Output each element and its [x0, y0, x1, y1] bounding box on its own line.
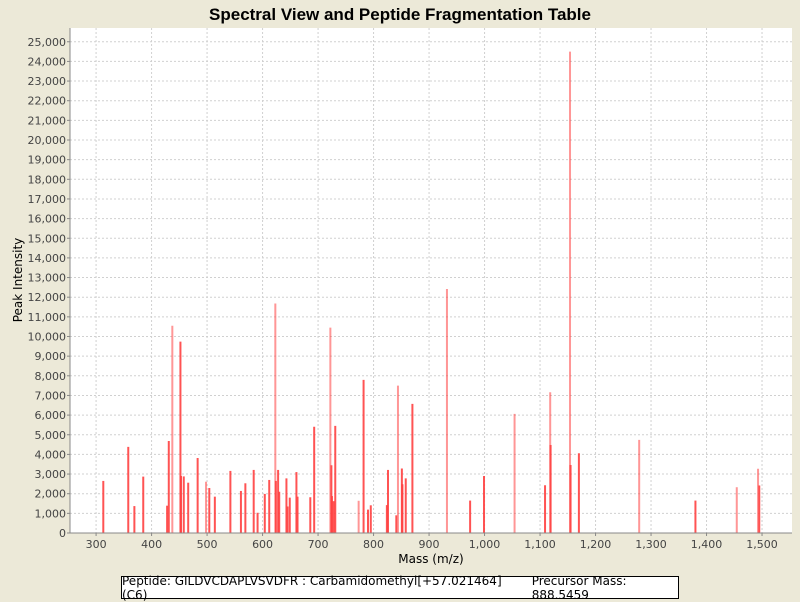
y-tick-label: 16,000: [28, 213, 67, 226]
plot-area: [70, 28, 792, 533]
y-tick-label: 4,000: [35, 448, 67, 461]
peak-bars: [102, 51, 761, 533]
y-tick-label: 17,000: [28, 193, 67, 206]
y-tick-label: 3,000: [35, 468, 67, 481]
y-tick-label: 18,000: [28, 173, 67, 186]
y-tick-label: 9,000: [35, 350, 67, 363]
y-tick-label: 5,000: [35, 429, 67, 442]
x-tick-label: 1,400: [691, 538, 723, 551]
chart-title: Spectral View and Peptide Fragmentation …: [209, 5, 591, 24]
x-tick-label: 1,200: [580, 538, 612, 551]
y-tick-label: 25,000: [28, 36, 67, 49]
y-tick-label: 0: [59, 527, 66, 540]
grid: [70, 28, 792, 534]
x-tick-label: 1,100: [524, 538, 556, 551]
x-tick-label: 700: [308, 538, 329, 551]
x-tick-label: 400: [141, 538, 162, 551]
y-tick-label: 11,000: [28, 311, 67, 324]
y-tick-label: 7,000: [35, 389, 67, 402]
y-tick-label: 6,000: [35, 409, 67, 422]
x-tick-label: 1,500: [746, 538, 778, 551]
y-tick-label: 13,000: [28, 272, 67, 285]
x-tick-label: 500: [197, 538, 218, 551]
y-tick-label: 1,000: [35, 507, 67, 520]
y-tick-label: 15,000: [28, 232, 67, 245]
y-tick-label: 21,000: [28, 114, 67, 127]
legend-box: Peptide: GILDVCDAPLVSVDFR : Carbamidomet…: [121, 573, 679, 602]
x-tick-label: 800: [363, 538, 384, 551]
y-axis-label: Peak Intensity: [11, 238, 25, 323]
y-tick-label: 12,000: [28, 291, 67, 304]
y-tick-label: 8,000: [35, 370, 67, 383]
y-tick-label: 24,000: [28, 55, 67, 68]
y-tick-label: 2,000: [35, 488, 67, 501]
precursor-mass: Precursor Mass: 888.5459: [531, 573, 627, 602]
x-tick-label: 600: [252, 538, 273, 551]
x-tick-label: 300: [86, 538, 107, 551]
x-tick-label: 1,000: [469, 538, 501, 551]
peptide-info: Peptide: GILDVCDAPLVSVDFR : Carbamidomet…: [122, 573, 502, 602]
y-tick-label: 10,000: [28, 331, 67, 344]
x-tick-label: 900: [419, 538, 440, 551]
axes: 0 1,000 2,000 3,000 4,000 5,000 6,000 7,000 8,00…: [28, 28, 792, 551]
y-tick-label: 20,000: [28, 134, 67, 147]
y-tick-label: 23,000: [28, 75, 67, 88]
y-tick-label: 14,000: [28, 252, 67, 265]
x-tick-label: 1,300: [635, 538, 667, 551]
y-tick-label: 22,000: [28, 95, 67, 108]
y-tick-label: 19,000: [28, 154, 67, 167]
x-axis-label: Mass (m/z): [398, 552, 463, 566]
